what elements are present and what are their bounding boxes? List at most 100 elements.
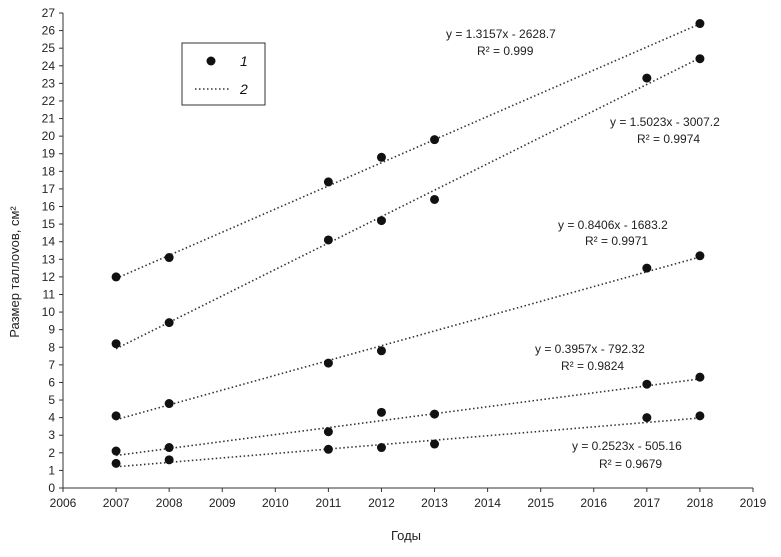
x-tick-label-0: 2006 [50, 496, 77, 510]
legend-marker-icon [206, 56, 216, 66]
y-tick-label-21: 21 [42, 112, 56, 126]
data-point-s5-1 [111, 458, 121, 468]
data-point-s5-5 [430, 439, 440, 449]
data-point-s4-5 [430, 409, 440, 419]
y-tick-label-11: 11 [43, 287, 56, 301]
data-point-s3-1 [111, 411, 121, 421]
data-point-s5-7 [695, 411, 705, 421]
y-tick-label-3: 3 [48, 428, 55, 442]
y-tick-label-6: 6 [48, 375, 55, 389]
data-point-s5-4 [376, 443, 386, 453]
data-point-s2-7 [695, 54, 705, 64]
data-point-s2-2 [164, 318, 174, 328]
y-tick-label-26: 26 [42, 24, 56, 38]
legend: 1 2 [181, 42, 266, 106]
x-tick-label-9: 2015 [527, 496, 554, 510]
data-points [111, 19, 705, 468]
data-point-s1-6 [695, 19, 705, 29]
legend-entry-1: 1 [240, 53, 248, 69]
y-tick-label-17: 17 [42, 182, 56, 196]
trend-equation-5: y = 0.2523x - 505.16 [572, 439, 682, 453]
trend-r2-4: R² = 0.9824 [561, 359, 624, 373]
y-tick-label-4: 4 [48, 411, 55, 425]
x-axis-title: Годы [391, 528, 421, 543]
y-tick-label-12: 12 [42, 270, 56, 284]
data-point-s1-2 [164, 253, 174, 263]
trend-r2-3: R² = 0.9971 [585, 234, 648, 248]
x-tick-label-12: 2018 [687, 496, 714, 510]
data-point-s2-5 [430, 194, 440, 204]
x-tick-label-4: 2010 [262, 496, 289, 510]
y-axis-title: Размер таллоvов, см² [7, 206, 22, 338]
x-tick-label-8: 2014 [474, 496, 501, 510]
data-point-s4-6 [642, 379, 652, 389]
x-tick-label-1: 2007 [103, 496, 130, 510]
y-tick-label-2: 2 [48, 446, 55, 460]
trend-equations: y = 1.3157x - 2628.7 R² = 0.999 y = 1.5023… [446, 27, 720, 471]
x-tick-label-2: 2008 [156, 496, 183, 510]
x-tick-label-3: 2009 [209, 496, 236, 510]
y-tick-label-24: 24 [42, 59, 56, 73]
x-tick-label-10: 2016 [580, 496, 607, 510]
data-point-s3-6 [695, 251, 705, 261]
trend-r2-2: R² = 0.9974 [637, 132, 700, 146]
y-tick-label-10: 10 [42, 305, 56, 319]
data-point-s2-1 [111, 339, 121, 349]
y-tick-label-20: 20 [42, 129, 56, 143]
trend-r2-1: R² = 0.999 [477, 44, 534, 58]
data-point-s4-1 [111, 446, 121, 456]
data-point-s1-1 [111, 272, 121, 282]
y-tick-label-8: 8 [48, 340, 55, 354]
data-point-s5-6 [642, 413, 652, 423]
data-point-s2-6 [642, 73, 652, 83]
y-tick-label-1: 1 [48, 463, 55, 477]
y-tick-label-15: 15 [42, 217, 56, 231]
x-tick-label-5: 2011 [315, 496, 341, 510]
trend-equation-2: y = 1.5023x - 3007.2 [610, 115, 720, 129]
data-point-s3-5 [642, 263, 652, 273]
data-point-s3-3 [323, 358, 333, 368]
trend-line-3 [115, 256, 701, 421]
y-tick-label-19: 19 [42, 147, 56, 161]
x-tick-labels: 2006 2007 2008 2009 2010 2011 2012 2013 2014 2015… [50, 488, 767, 510]
data-point-s3-4 [376, 346, 386, 356]
trend-equation-4: y = 0.3957x - 792.32 [535, 342, 645, 356]
trend-equation-3: y = 0.8406x - 1683.2 [558, 218, 668, 232]
x-tick-label-11: 2017 [633, 496, 660, 510]
x-tick-label-7: 2013 [421, 496, 448, 510]
axes [62, 13, 753, 489]
data-point-s2-4 [376, 216, 386, 226]
y-tick-label-18: 18 [42, 164, 56, 178]
data-point-s5-3 [323, 444, 333, 454]
y-tick-label-23: 23 [42, 76, 56, 90]
trend-equation-1: y = 1.3157x - 2628.7 [446, 27, 556, 41]
data-point-s4-2 [164, 443, 174, 453]
x-tick-label-6: 2012 [368, 496, 395, 510]
y-tick-label-27: 27 [42, 6, 56, 20]
y-tick-label-5: 5 [48, 393, 55, 407]
trend-r2-5: R² = 0.9679 [599, 457, 662, 471]
data-point-s4-4 [376, 407, 386, 417]
legend-box [181, 42, 266, 106]
y-tick-labels: 0123456789101112131415161718192021222324… [42, 6, 63, 495]
y-tick-label-14: 14 [42, 235, 56, 249]
data-point-s3-2 [164, 399, 174, 409]
trend-line-2 [115, 57, 701, 350]
data-point-s1-3 [323, 177, 333, 187]
data-point-s5-2 [164, 455, 174, 465]
y-tick-label-13: 13 [42, 252, 56, 266]
trend-line-5 [116, 417, 700, 468]
data-point-s2-3 [323, 235, 333, 245]
legend-entry-2: 2 [239, 81, 248, 97]
trend-lines [115, 23, 701, 468]
data-point-s4-7 [695, 372, 705, 382]
y-tick-label-0: 0 [48, 481, 55, 495]
data-point-s4-3 [323, 427, 333, 437]
y-tick-label-7: 7 [48, 358, 55, 372]
y-tick-label-22: 22 [42, 94, 56, 108]
data-point-s1-4 [376, 152, 386, 162]
y-tick-label-16: 16 [42, 200, 56, 214]
y-tick-label-9: 9 [48, 323, 55, 337]
data-point-s1-5 [430, 135, 440, 145]
